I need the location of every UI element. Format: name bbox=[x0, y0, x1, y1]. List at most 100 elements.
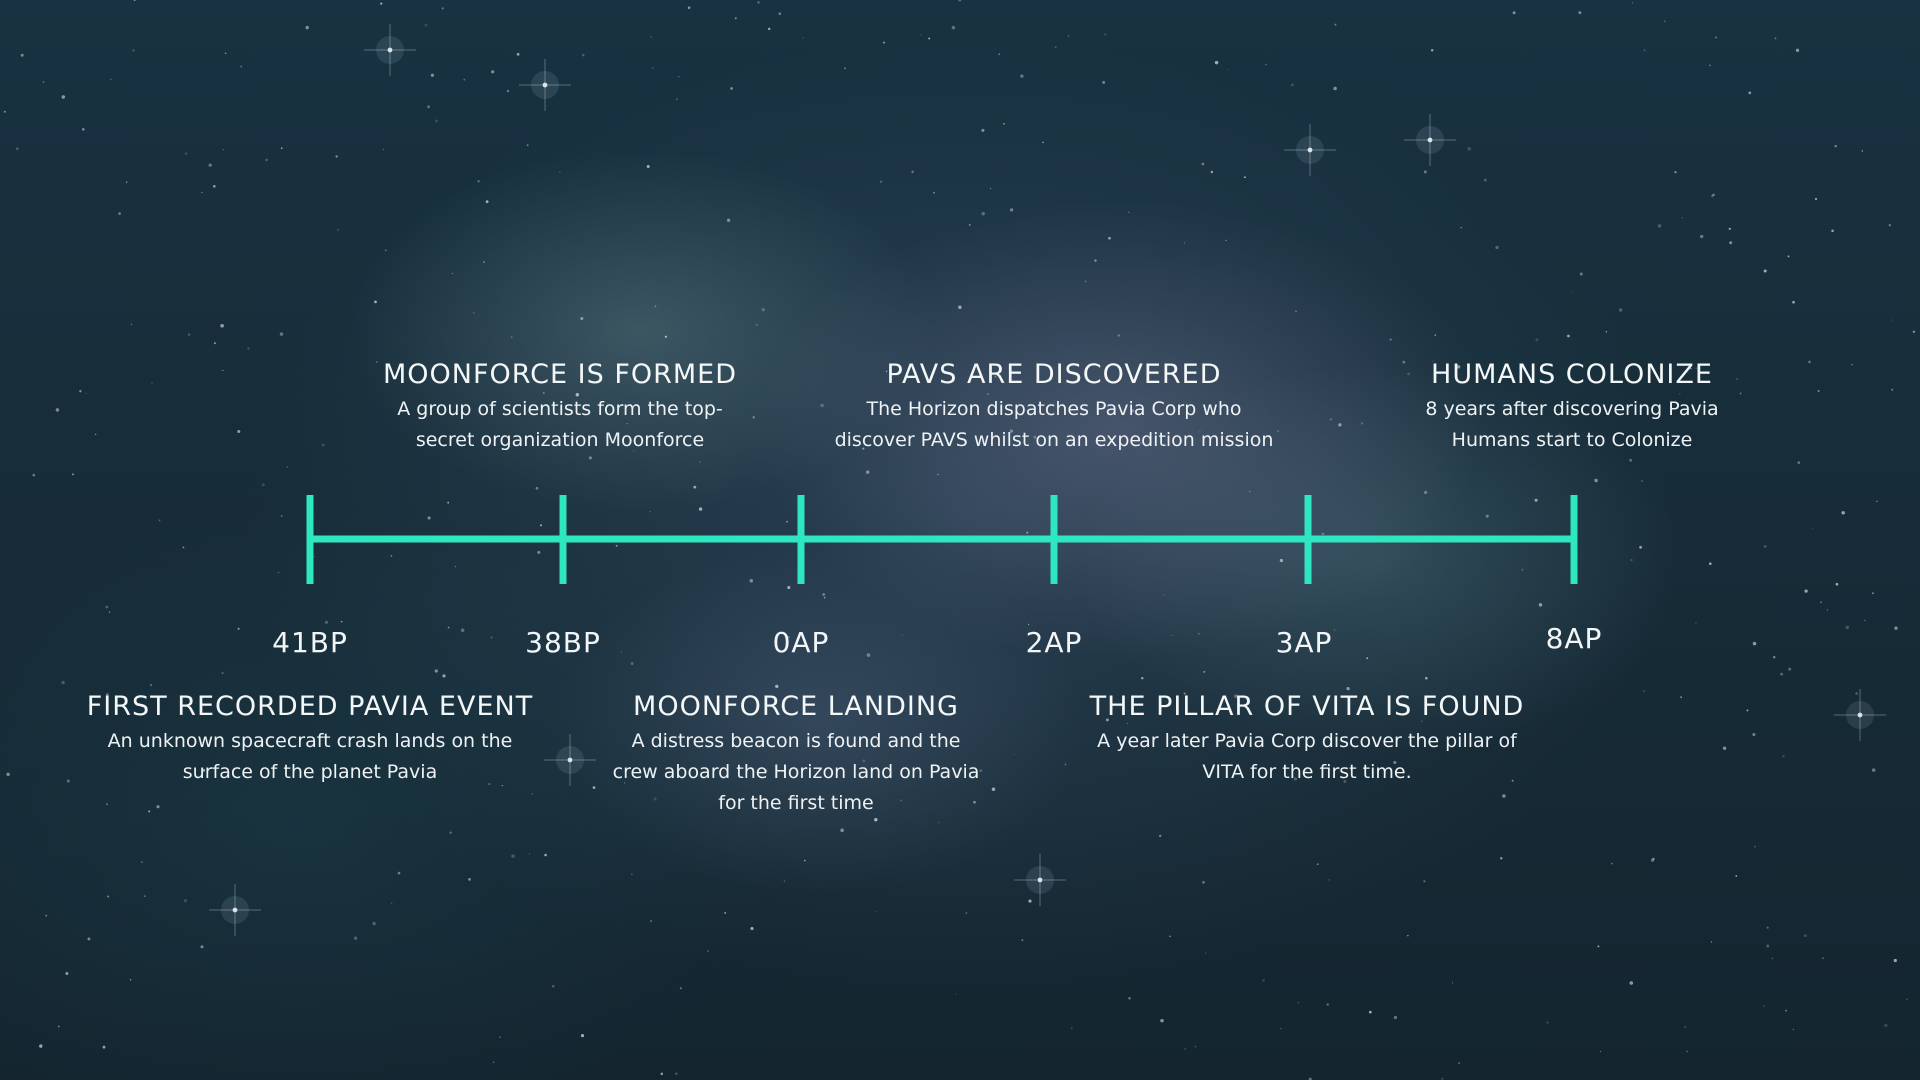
star bbox=[526, 144, 529, 147]
star bbox=[1214, 60, 1219, 65]
star bbox=[1262, 979, 1265, 982]
star bbox=[654, 305, 657, 308]
star bbox=[1782, 755, 1785, 758]
star bbox=[424, 23, 428, 27]
star bbox=[1664, 20, 1666, 22]
star bbox=[1894, 626, 1898, 630]
star bbox=[875, 910, 877, 912]
star bbox=[840, 828, 844, 833]
star bbox=[1797, 461, 1801, 464]
star bbox=[1293, 777, 1298, 781]
star bbox=[130, 323, 133, 325]
star bbox=[981, 212, 985, 216]
star bbox=[447, 501, 450, 504]
star bbox=[664, 335, 668, 338]
star bbox=[1803, 934, 1807, 938]
star bbox=[1629, 458, 1633, 462]
star bbox=[803, 859, 806, 862]
star bbox=[724, 911, 727, 914]
star bbox=[1104, 33, 1107, 36]
star bbox=[990, 187, 992, 190]
star bbox=[698, 507, 703, 511]
bright-star bbox=[1284, 124, 1336, 176]
star bbox=[1163, 594, 1166, 596]
star bbox=[1639, 545, 1642, 549]
star bbox=[651, 67, 654, 69]
star bbox=[1184, 1048, 1186, 1050]
star bbox=[1064, 763, 1067, 766]
star bbox=[535, 486, 539, 490]
star bbox=[1629, 981, 1634, 985]
star bbox=[1126, 722, 1129, 725]
star bbox=[965, 912, 968, 915]
star bbox=[987, 392, 990, 396]
star bbox=[1423, 170, 1427, 174]
star bbox=[1820, 601, 1822, 603]
star bbox=[1605, 330, 1608, 333]
star bbox=[492, 1061, 495, 1064]
star bbox=[1360, 422, 1364, 425]
star bbox=[631, 873, 633, 876]
star bbox=[1578, 11, 1582, 15]
star bbox=[220, 324, 224, 328]
event-description-line: surface of the planet Pavia bbox=[182, 761, 438, 783]
star bbox=[240, 65, 243, 68]
star bbox=[1712, 193, 1715, 197]
star bbox=[1033, 435, 1037, 439]
star bbox=[787, 585, 791, 590]
star bbox=[148, 810, 151, 813]
star bbox=[1814, 197, 1818, 201]
event-moonforce-formed: MOONFORCE IS FORMED A group of scientist… bbox=[360, 357, 760, 456]
star bbox=[1558, 433, 1562, 437]
star bbox=[485, 200, 489, 204]
star bbox=[981, 128, 985, 132]
star bbox=[1297, 1002, 1299, 1004]
star bbox=[749, 578, 754, 583]
star bbox=[1460, 226, 1462, 229]
event-pavs-discovered: PAVS ARE DISCOVERED The Horizon dispatch… bbox=[794, 357, 1314, 456]
star bbox=[201, 191, 203, 194]
star bbox=[660, 1072, 664, 1076]
star bbox=[1792, 300, 1795, 304]
star bbox=[442, 674, 446, 678]
star bbox=[900, 799, 903, 802]
star bbox=[380, 2, 383, 5]
star bbox=[85, 392, 88, 395]
star bbox=[528, 853, 530, 855]
star bbox=[79, 390, 82, 393]
star bbox=[1763, 545, 1767, 548]
star bbox=[42, 81, 45, 83]
star bbox=[1202, 880, 1205, 884]
star bbox=[1538, 603, 1543, 607]
star bbox=[382, 148, 385, 151]
star bbox=[213, 342, 216, 345]
star bbox=[1131, 409, 1135, 413]
star bbox=[1485, 514, 1489, 518]
tick-label-41bp: 41BP bbox=[272, 626, 348, 659]
star bbox=[430, 73, 435, 77]
star bbox=[778, 12, 782, 15]
star bbox=[676, 98, 678, 100]
bright-star bbox=[519, 59, 571, 111]
star bbox=[3, 110, 6, 113]
star bbox=[928, 37, 931, 40]
star bbox=[1393, 1015, 1398, 1020]
star bbox=[280, 147, 283, 150]
star bbox=[390, 902, 393, 904]
star bbox=[1834, 144, 1837, 148]
star bbox=[885, 370, 888, 373]
star bbox=[237, 627, 240, 630]
star bbox=[1003, 122, 1006, 125]
star bbox=[994, 375, 997, 378]
star bbox=[1328, 878, 1331, 881]
star bbox=[1680, 696, 1683, 699]
star bbox=[1020, 74, 1024, 78]
star bbox=[61, 680, 65, 685]
star bbox=[1279, 558, 1284, 563]
star bbox=[39, 1044, 43, 1048]
tick-label-2ap: 2AP bbox=[1025, 626, 1083, 659]
star bbox=[1695, 622, 1697, 624]
star bbox=[1199, 430, 1201, 433]
